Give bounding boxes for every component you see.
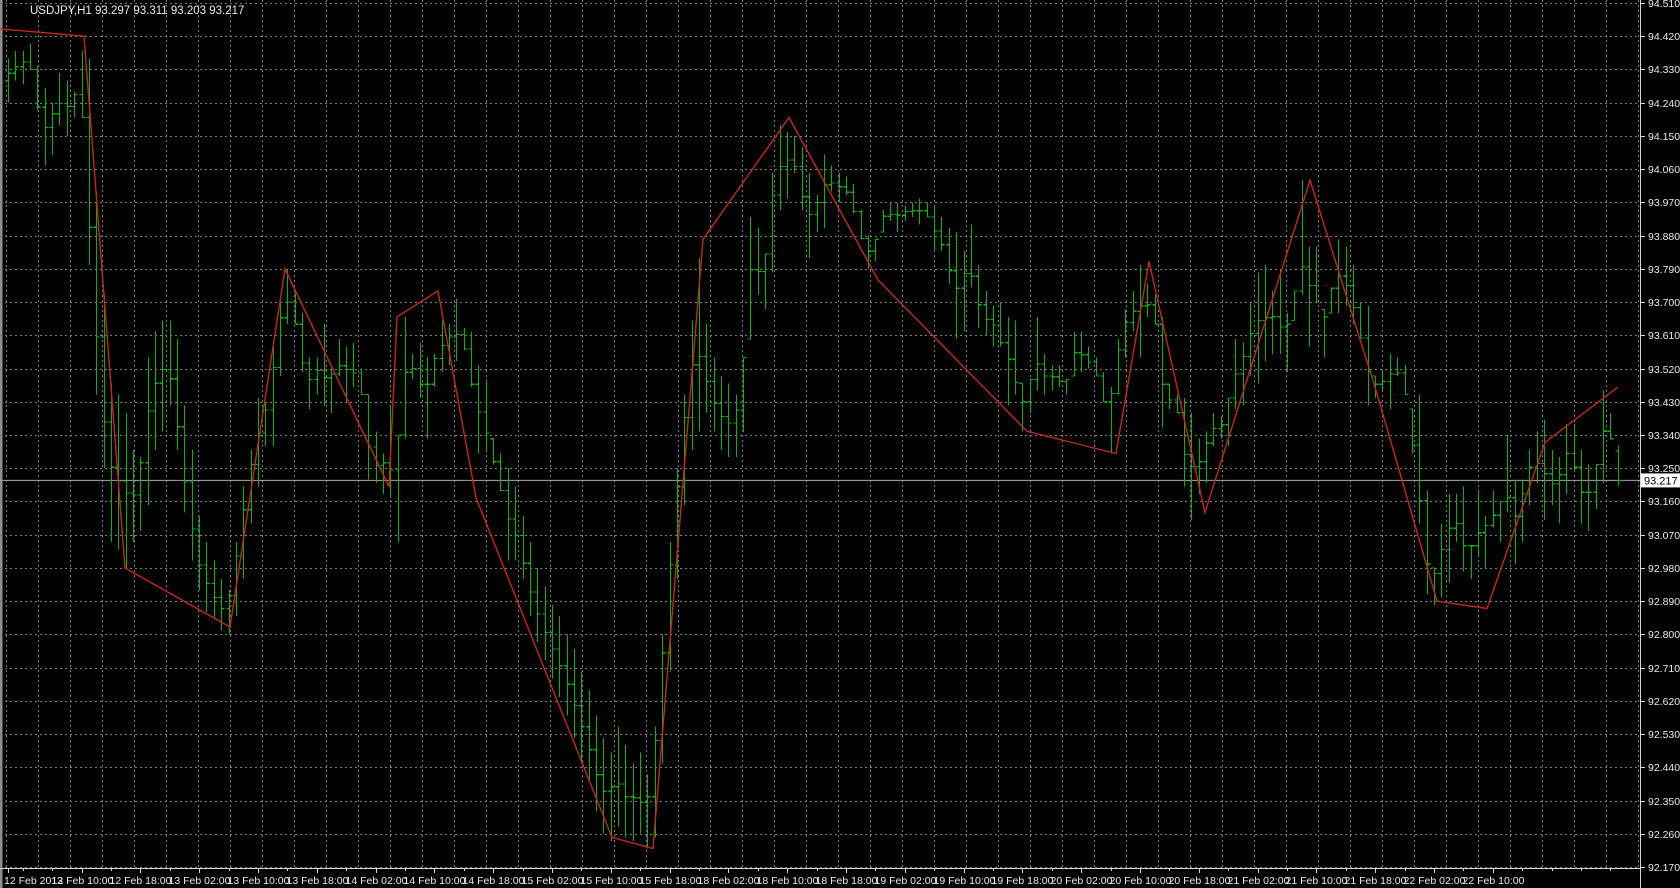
price-axis-label: 94.510 [1648, 0, 1680, 10]
time-axis-label: 15 Feb 18:00 [640, 875, 702, 887]
time-axis-label: 12 Feb 18:00 [110, 875, 172, 887]
grid [0, 0, 1640, 868]
price-axis-label: 94.060 [1648, 164, 1680, 176]
price-axis-label: 92.980 [1648, 563, 1680, 575]
time-axis-label: 14 Feb 10:00 [404, 875, 466, 887]
time-axis-label: 20 Feb 02:00 [1051, 875, 1113, 887]
price-axis-label: 92.710 [1648, 663, 1680, 675]
time-axis-label: 22 Feb 10:00 [1463, 875, 1525, 887]
time-axis-label: 20 Feb 10:00 [1110, 875, 1172, 887]
price-axis-label: 93.700 [1648, 297, 1680, 309]
price-axis-label: 93.790 [1648, 264, 1680, 276]
price-axis-label: 93.970 [1648, 197, 1680, 209]
time-axis-label: 15 Feb 10:00 [581, 875, 643, 887]
time-axis-label: 13 Feb 10:00 [228, 875, 290, 887]
time-axis-label: 14 Feb 02:00 [346, 875, 408, 887]
zigzag-indicator-line [0, 28, 1619, 850]
time-axis-label: 21 Feb 02:00 [1228, 875, 1290, 887]
price-axis-label: 94.420 [1648, 31, 1680, 43]
price-axis[interactable]: 94.510 94.420 94.330 94.240 94.150 94.060 93.9… [1640, 0, 1680, 888]
time-axis-label: 14 Feb 18:00 [463, 875, 525, 887]
price-axis-label: 93.160 [1648, 496, 1680, 508]
price-axis-label: 92.260 [1648, 829, 1680, 841]
price-axis-label: 94.240 [1648, 98, 1680, 110]
time-axis-label: 13 Feb 18:00 [287, 875, 349, 887]
time-axis-label: 21 Feb 18:00 [1345, 875, 1407, 887]
price-axis-label: 93.250 [1648, 463, 1680, 475]
price-axis-label: 92.800 [1648, 629, 1680, 641]
price-axis-label: 92.890 [1648, 596, 1680, 608]
price-axis-label: 93.880 [1648, 231, 1680, 243]
price-axis-label: 94.330 [1648, 64, 1680, 76]
time-axis-label: 13 Feb 02:00 [169, 875, 231, 887]
price-axis-label: 93.340 [1648, 430, 1680, 442]
window-left-edge [0, 0, 3, 888]
price-axis-label: 92.170 [1648, 862, 1680, 874]
time-axis-label: 18 Feb 18:00 [816, 875, 878, 887]
time-axis-label: 20 Feb 18:00 [1169, 875, 1231, 887]
price-axis-label: 92.350 [1648, 796, 1680, 808]
time-axis-label: 22 Feb 02:00 [1404, 875, 1466, 887]
price-axis-label: 93.430 [1648, 397, 1680, 409]
price-axis-label: 93.610 [1648, 330, 1680, 342]
time-axis-label: 19 Feb 18:00 [992, 875, 1054, 887]
time-axis-label: 19 Feb 10:00 [934, 875, 996, 887]
time-axis-label: 12 Feb 2013 [4, 875, 63, 887]
time-axis-label: 19 Feb 02:00 [875, 875, 937, 887]
time-axis-label: 15 Feb 02:00 [522, 875, 584, 887]
price-axis-label: 92.620 [1648, 696, 1680, 708]
current-price-tag-box [1641, 473, 1680, 488]
time-axis-label: 12 Feb 10:00 [52, 875, 114, 887]
price-axis-label: 93.520 [1648, 364, 1680, 376]
symbol-ohlc-readout: USDJPY,H1 93.297 93.311 93.203 93.217 [30, 5, 244, 17]
time-axis-label: 18 Feb 10:00 [757, 875, 819, 887]
price-bars-series [5, 43, 1622, 849]
time-axis-label: 18 Feb 02:00 [698, 875, 760, 887]
price-axis-label: 92.440 [1648, 762, 1680, 774]
time-axis-label: 21 Feb 10:00 [1286, 875, 1348, 887]
current-price-tag: 93.217 [1641, 473, 1680, 488]
price-axis-label: 92.530 [1648, 729, 1680, 741]
price-axis-label: 93.070 [1648, 530, 1680, 542]
current-price-tag-label: 93.217 [1644, 475, 1678, 487]
price-axis-label: 94.150 [1648, 131, 1680, 143]
